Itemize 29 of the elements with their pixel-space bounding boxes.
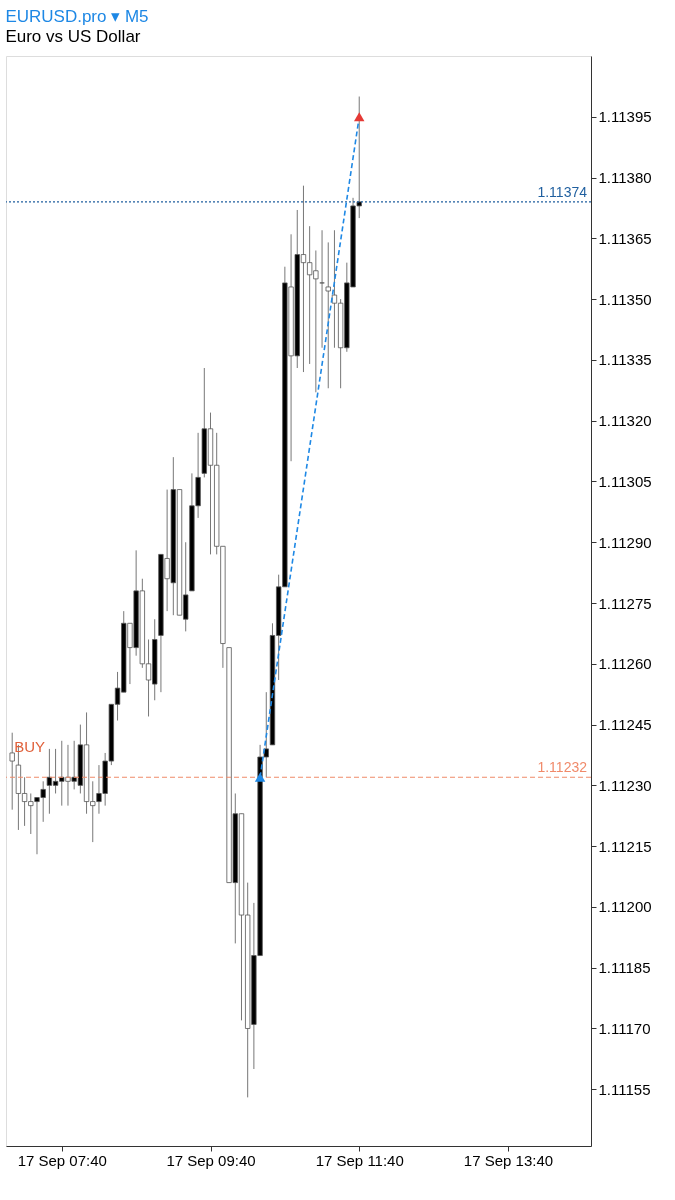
y-tick-label: 1.11170	[598, 1019, 651, 1037]
x-tick-label: 17 Sep 11:40	[315, 1151, 404, 1169]
chart-subtitle: Euro vs US Dollar	[5, 27, 141, 46]
x-tick-label: 17 Sep 13:40	[463, 1151, 554, 1169]
y-tick-label: 1.11290	[598, 533, 652, 551]
y-tick-label: 1.11215	[598, 837, 652, 855]
y-tick-label: 1.11185	[598, 959, 651, 977]
y-tick-label: 1.11200	[598, 898, 652, 916]
y-tick-label: 1.11260	[598, 655, 652, 673]
y-tick-label: 1.11380	[598, 169, 652, 187]
y-tick-label: 1.11395	[598, 108, 652, 126]
ref-line-label: 1.11374	[537, 183, 588, 200]
y-tick-label: 1.11365	[598, 229, 652, 247]
y-tick-label: 1.11350	[598, 290, 652, 308]
x-tick-label: 17 Sep 07:40	[17, 1151, 107, 1169]
y-tick-label: 1.11275	[598, 594, 652, 612]
candlestick	[319, 229, 325, 349]
y-tick-label: 1.11230	[598, 776, 652, 794]
ref-line-label: 1.11232	[537, 759, 588, 776]
chart-title: EURUSD.pro ▾ M5	[5, 7, 149, 26]
y-tick-label: 1.11245	[598, 716, 652, 734]
candlestick	[9, 732, 15, 811]
y-tick-label: 1.11320	[598, 412, 652, 430]
y-tick-label: 1.11155	[598, 1080, 651, 1098]
annotation: BUY	[14, 738, 46, 755]
y-tick-label: 1.11305	[598, 472, 652, 490]
x-tick-label: 17 Sep 09:40	[166, 1151, 256, 1169]
y-tick-label: 1.11335	[598, 351, 652, 369]
candlestick	[325, 241, 331, 389]
